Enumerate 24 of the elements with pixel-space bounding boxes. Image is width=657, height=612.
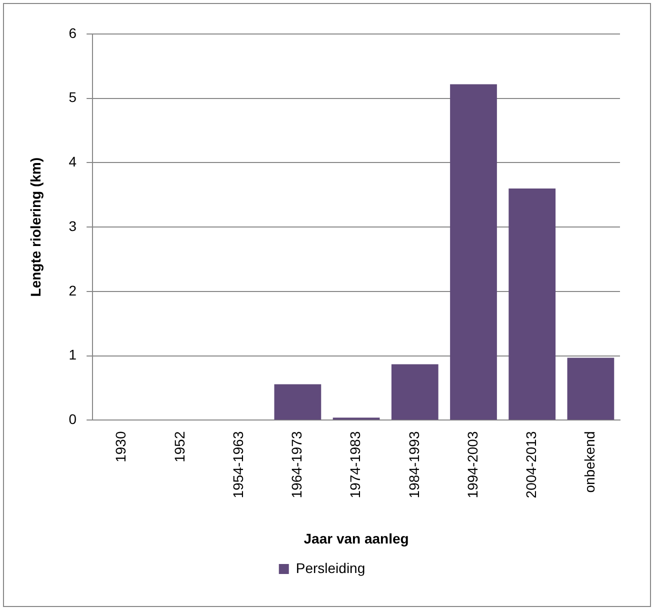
y-tick-label: 3 xyxy=(68,218,77,234)
bar xyxy=(508,188,556,420)
y-tick-label: 1 xyxy=(68,346,77,363)
bar xyxy=(567,358,614,420)
x-tick-label: 1954-1963 xyxy=(230,431,246,498)
y-tick-label: 4 xyxy=(68,154,77,170)
y-tick-label: 0 xyxy=(68,411,77,428)
x-tick-label: onbekend xyxy=(582,431,598,493)
y-tick-label: 6 xyxy=(68,24,77,41)
y-tick-label: 5 xyxy=(68,89,77,106)
x-tick-label: 1974-1983 xyxy=(347,431,364,498)
legend-label: Persleiding xyxy=(296,560,366,576)
x-tick-label: 2004-2013 xyxy=(522,431,539,498)
bar xyxy=(274,384,322,420)
x-tick-label: 1994-2003 xyxy=(464,431,480,498)
y-tick-label: 2 xyxy=(68,282,77,298)
x-axis-title: Jaar van aanleg xyxy=(304,530,409,546)
bar xyxy=(450,84,497,420)
x-tick-label: 1930 xyxy=(112,431,129,462)
y-axis-title: Lengte riolering (km) xyxy=(27,158,44,297)
x-tick-label: 1984-1993 xyxy=(406,431,422,498)
bar xyxy=(391,364,438,420)
x-tick-label: 1952 xyxy=(171,431,188,462)
x-tick-label: 1964-1973 xyxy=(288,431,305,498)
